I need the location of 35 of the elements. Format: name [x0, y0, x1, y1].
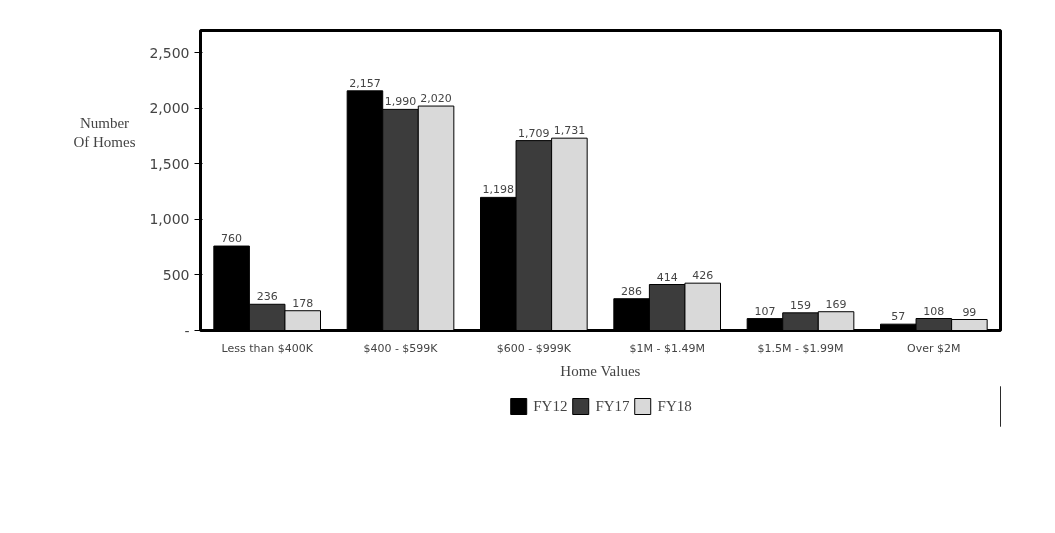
y-tick-label: 1,500 [149, 155, 190, 172]
legend-label: FY17 [595, 397, 630, 415]
x-tick-label: $1M - $1.49M [629, 341, 705, 355]
data-label: 1,990 [384, 95, 417, 109]
data-label: 178 [292, 296, 314, 310]
y-tick-label: 1,000 [149, 211, 190, 228]
data-label: 286 [621, 284, 643, 298]
data-label: 1,198 [482, 183, 515, 197]
data-label: 169 [825, 297, 847, 311]
legend-label: FY18 [657, 397, 692, 415]
y-axis-title: Number Of Homes [73, 115, 136, 151]
data-label: 57 [891, 310, 906, 324]
data-label: 107 [754, 304, 776, 318]
data-label: 2,020 [420, 92, 452, 106]
y-tick-label: 2,000 [149, 100, 190, 117]
data-label: 236 [256, 290, 278, 304]
data-label: 426 [692, 269, 714, 283]
data-label: 1,731 [553, 124, 586, 138]
data-label: 99 [962, 305, 977, 319]
y-tick-label: 2,500 [149, 44, 190, 61]
data-label: 2,157 [349, 76, 381, 90]
data-label: 159 [790, 298, 811, 312]
x-tick-label: Over $2M [907, 341, 961, 355]
data-label: 1,709 [518, 126, 550, 140]
x-tick-label: Less than $400K [221, 341, 314, 355]
data-label: 414 [656, 270, 678, 284]
x-tick-label: $400 - $599K [363, 341, 439, 355]
x-tick-label: $600 - $999K [496, 341, 572, 355]
x-axis-title: Home Values [560, 362, 641, 379]
data-label: 760 [221, 232, 243, 246]
legend-label: FY12 [533, 397, 568, 415]
y-tick-label: 500 [162, 266, 190, 283]
x-tick-label: $1.5M - $1.99M [757, 341, 844, 355]
y-tick-label: - [184, 322, 190, 339]
data-label: 108 [923, 304, 945, 318]
